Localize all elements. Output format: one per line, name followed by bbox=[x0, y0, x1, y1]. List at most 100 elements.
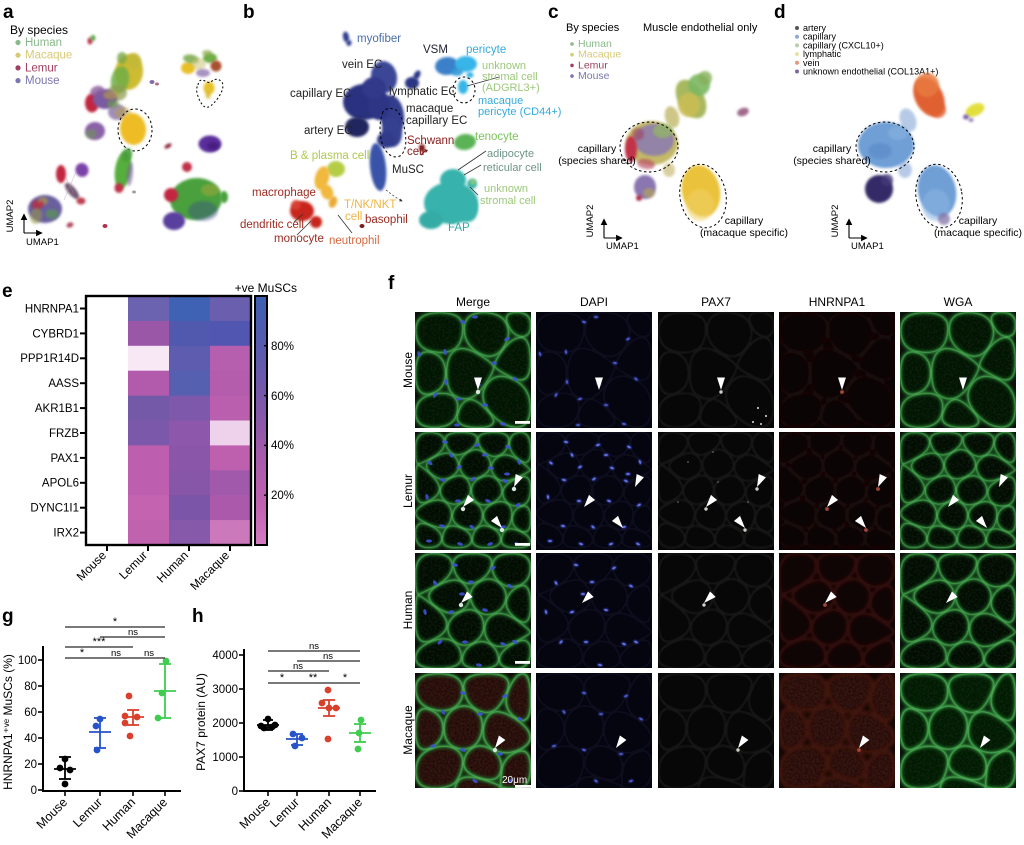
svg-text:(ADGRL3+): (ADGRL3+) bbox=[482, 82, 540, 94]
svg-text:ns: ns bbox=[323, 651, 333, 662]
svg-text:macaque: macaque bbox=[478, 95, 523, 107]
svg-text:unknown: unknown bbox=[482, 60, 526, 72]
svg-text:pericyte (CD44+): pericyte (CD44+) bbox=[478, 106, 561, 118]
svg-text:capillary EC: capillary EC bbox=[290, 88, 351, 100]
svg-text:40%: 40% bbox=[271, 440, 294, 452]
svg-text:B & plasma cell: B & plasma cell bbox=[290, 150, 369, 162]
svg-text:dendritic cell: dendritic cell bbox=[240, 219, 304, 231]
svg-text:ns: ns bbox=[309, 641, 319, 652]
svg-text:pericyte: pericyte bbox=[466, 44, 506, 56]
svg-text:adipocyte: adipocyte bbox=[487, 148, 534, 160]
svg-text:ns: ns bbox=[144, 648, 154, 659]
svg-text:d: d bbox=[774, 2, 786, 23]
svg-text:capillary: capillary bbox=[803, 32, 837, 42]
svg-text:Mouse: Mouse bbox=[237, 795, 273, 831]
svg-text:capillary: capillary bbox=[725, 215, 764, 227]
svg-text:macaque: macaque bbox=[406, 103, 453, 115]
svg-text:WGA: WGA bbox=[944, 295, 973, 309]
svg-text:*: * bbox=[80, 647, 85, 659]
svg-text:Schwann: Schwann bbox=[407, 135, 454, 147]
svg-text:cell: cell bbox=[407, 146, 424, 158]
svg-text:vein EC: vein EC bbox=[342, 59, 382, 71]
svg-text:artery EC: artery EC bbox=[304, 125, 353, 137]
svg-text:Macaque: Macaque bbox=[578, 49, 621, 61]
svg-text:macrophage: macrophage bbox=[252, 187, 316, 199]
svg-text:capillary EC: capillary EC bbox=[406, 115, 467, 127]
svg-text:20: 20 bbox=[24, 759, 37, 771]
svg-text:capillary: capillary bbox=[813, 143, 852, 155]
svg-text:60: 60 bbox=[24, 707, 37, 719]
svg-text:*: * bbox=[280, 672, 285, 684]
svg-text:artery: artery bbox=[803, 23, 827, 33]
svg-text:vein: vein bbox=[803, 58, 820, 68]
svg-text:(macaque specific): (macaque specific) bbox=[700, 227, 788, 239]
svg-text:Mouse: Mouse bbox=[25, 75, 60, 87]
svg-text:Human: Human bbox=[154, 548, 191, 585]
svg-text:Muscle endothelial only: Muscle endothelial only bbox=[643, 22, 758, 34]
svg-text:HNRNPA1⁺ᵛᵉ MuSCs (%): HNRNPA1⁺ᵛᵉ MuSCs (%) bbox=[1, 654, 15, 790]
svg-text:UMAP2: UMAP2 bbox=[585, 205, 596, 238]
svg-text:80: 80 bbox=[24, 681, 37, 693]
svg-text:UMAP1: UMAP1 bbox=[26, 237, 59, 248]
svg-text:T/NK/NKT: T/NK/NKT bbox=[344, 199, 396, 211]
svg-text:UMAP2: UMAP2 bbox=[5, 200, 16, 233]
svg-text:f: f bbox=[388, 273, 395, 294]
svg-text:ns: ns bbox=[293, 661, 303, 672]
svg-text:UMAP1: UMAP1 bbox=[606, 241, 639, 252]
svg-text:a: a bbox=[3, 2, 14, 23]
svg-text:HNRNPA1: HNRNPA1 bbox=[25, 303, 79, 315]
svg-text:VSM: VSM bbox=[423, 44, 448, 56]
svg-text:Mouse: Mouse bbox=[401, 352, 415, 388]
svg-text:AASS: AASS bbox=[48, 378, 79, 390]
svg-text:Lemur: Lemur bbox=[578, 59, 608, 71]
svg-text:By species: By species bbox=[566, 22, 620, 34]
svg-text:monocyte: monocyte bbox=[274, 233, 324, 245]
svg-text:20μm: 20μm bbox=[502, 775, 527, 786]
svg-text:20%: 20% bbox=[271, 490, 294, 502]
svg-text:unknown: unknown bbox=[484, 183, 528, 195]
svg-text:PPP1R14D: PPP1R14D bbox=[20, 353, 79, 365]
svg-text:UMAP1: UMAP1 bbox=[851, 241, 884, 252]
svg-text:reticular cell: reticular cell bbox=[483, 162, 542, 174]
svg-text:Human: Human bbox=[578, 38, 612, 50]
svg-text:80%: 80% bbox=[271, 341, 294, 353]
svg-text:Lemur: Lemur bbox=[116, 548, 150, 582]
svg-text:2000: 2000 bbox=[212, 718, 238, 730]
svg-text:c: c bbox=[548, 2, 559, 23]
svg-text:0: 0 bbox=[31, 785, 37, 797]
svg-text:3000: 3000 bbox=[212, 684, 238, 696]
svg-text:0: 0 bbox=[232, 786, 238, 798]
svg-text:***: *** bbox=[93, 636, 107, 648]
svg-text:basophil: basophil bbox=[365, 214, 408, 226]
svg-text:PAX7 protein (AU): PAX7 protein (AU) bbox=[194, 673, 208, 771]
svg-text:unknown endothelial (COL13A1+): unknown endothelial (COL13A1+) bbox=[803, 67, 938, 77]
svg-text:+ve MuSCs: +ve MuSCs bbox=[235, 281, 297, 295]
svg-text:MuSC: MuSC bbox=[392, 164, 424, 176]
svg-text:Human: Human bbox=[25, 37, 62, 49]
svg-text:*: * bbox=[113, 616, 118, 628]
svg-text:PAX7: PAX7 bbox=[701, 295, 731, 309]
svg-text:4000: 4000 bbox=[212, 650, 238, 662]
svg-text:*: * bbox=[343, 672, 348, 684]
svg-text:b: b bbox=[243, 2, 255, 23]
svg-text:APOL6: APOL6 bbox=[42, 478, 79, 490]
svg-text:AKR1B1: AKR1B1 bbox=[35, 403, 79, 415]
svg-text:Merge: Merge bbox=[456, 295, 490, 309]
svg-text:UMAP2: UMAP2 bbox=[830, 205, 841, 238]
svg-text:lymphatic EC: lymphatic EC bbox=[389, 86, 457, 98]
svg-text:(species shared): (species shared) bbox=[793, 155, 871, 167]
svg-text:e: e bbox=[2, 281, 13, 302]
svg-text:DYNC1I1: DYNC1I1 bbox=[30, 503, 79, 515]
svg-text:Macaque: Macaque bbox=[25, 50, 72, 62]
svg-text:1000: 1000 bbox=[212, 752, 238, 764]
svg-text:(species shared): (species shared) bbox=[558, 155, 636, 167]
svg-text:capillary: capillary bbox=[959, 215, 998, 227]
svg-text:FAP: FAP bbox=[448, 222, 470, 234]
svg-text:100: 100 bbox=[18, 655, 37, 667]
svg-text:Macaque: Macaque bbox=[401, 705, 415, 755]
svg-text:ns: ns bbox=[111, 648, 121, 659]
svg-text:myofiber: myofiber bbox=[357, 33, 401, 45]
svg-text:Macaque: Macaque bbox=[187, 548, 232, 593]
svg-text:stromal cell: stromal cell bbox=[482, 71, 538, 83]
svg-text:capillary: capillary bbox=[578, 143, 617, 155]
